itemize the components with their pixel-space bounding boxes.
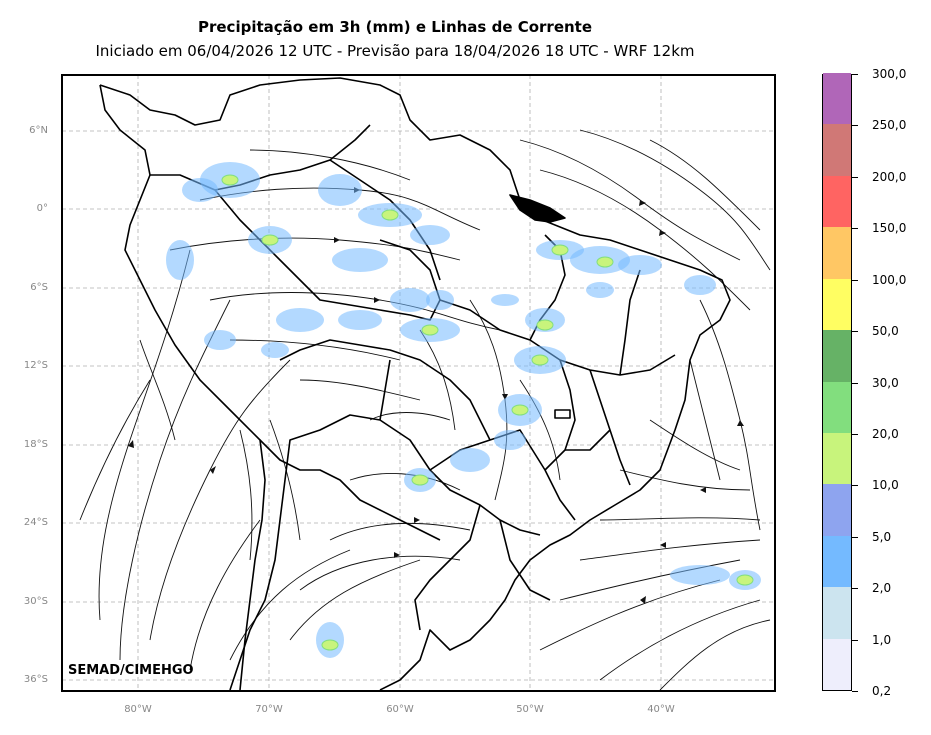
colorbar-level-label: 10,0: [872, 478, 899, 493]
coastlines-and-borders: [99, 77, 731, 691]
colorbar-segment: [823, 586, 851, 639]
colorbar-tick: [852, 125, 858, 127]
precipitation-field: [166, 162, 761, 658]
colorbar-level-label: 100,0: [872, 272, 907, 287]
lon-label-80w: 80°W: [124, 704, 152, 715]
precip-patch: [494, 430, 526, 450]
colorbar-level-label: 300,0: [872, 67, 907, 81]
lat-label-12s: 12°S: [23, 360, 48, 371]
colorbar-tick: [852, 433, 858, 435]
precip-patch: [491, 294, 519, 306]
precip-core: [511, 404, 529, 416]
colorbar-level-label: 200,0: [872, 169, 907, 184]
precip-core: [321, 639, 339, 651]
colorbar-tick: [852, 691, 858, 692]
map-title: Precipitação em 3h (mm) e Linhas de Corr…: [197, 18, 593, 36]
colorbar-level-label: 50,0: [872, 324, 899, 339]
precip-patch: [684, 275, 716, 295]
colorbar-level-label: 250,0: [872, 118, 907, 133]
colorbar-level-label: 1,0: [872, 632, 892, 647]
lon-label-50w: 50°W: [516, 704, 544, 715]
graticule: [62, 75, 775, 691]
streamline-arrows: [128, 187, 744, 604]
precip-patch: [618, 255, 662, 275]
precip-core: [411, 474, 429, 486]
colorbar-segment: [823, 329, 851, 382]
lat-label-6n: 6°N: [29, 125, 48, 136]
precip-patch: [318, 174, 362, 206]
colorbar-tick: [852, 331, 858, 333]
precip-patch: [204, 330, 236, 350]
precip-core: [221, 174, 239, 186]
precip-core: [261, 234, 279, 246]
colorbar-tick: [852, 279, 858, 281]
precip-patch: [261, 342, 289, 358]
colorbar-segment: [823, 72, 851, 125]
colorbar-level-label: 2,0: [872, 581, 892, 596]
precip-core: [381, 209, 399, 221]
precip-core: [596, 256, 614, 268]
colorbar-segment: [823, 483, 851, 536]
lon-label-70w: 70°W: [255, 704, 283, 715]
colorbar-segment: [823, 278, 851, 331]
colorbar-tick: [852, 74, 858, 75]
precip-patch: [166, 240, 194, 280]
colorbar-level-label: 30,0: [872, 375, 899, 390]
colorbar-tick: [852, 382, 858, 384]
map-frame: [61, 74, 776, 692]
lat-label-24s: 24°S: [23, 517, 48, 528]
credit-label: SEMAD/CIMEHGO: [68, 663, 194, 678]
precip-patch: [182, 178, 218, 202]
colorbar: [822, 72, 852, 691]
precip-patch: [426, 290, 454, 310]
colorbar-tick: [852, 536, 858, 538]
colorbar-level-label: 0,2: [872, 684, 892, 698]
colorbar-segment: [823, 432, 851, 485]
colorbar-level-label: 5,0: [872, 529, 892, 544]
precip-patch: [586, 282, 614, 298]
lat-label-36s: 36°S: [23, 674, 48, 685]
precip-core: [531, 354, 549, 366]
lon-label-60w: 60°W: [386, 704, 414, 715]
precip-patch: [332, 248, 388, 272]
colorbar-segment: [823, 535, 851, 588]
precip-patch: [450, 448, 490, 472]
colorbar-level-label: 20,0: [872, 426, 899, 441]
colorbar-segment: [823, 638, 851, 690]
precip-patch: [670, 565, 730, 585]
colorbar-tick: [852, 588, 858, 590]
precip-core: [421, 324, 439, 336]
lat-label-18s: 18°S: [23, 439, 48, 450]
precip-patch: [390, 288, 430, 312]
precip-core: [536, 319, 554, 331]
colorbar-tick: [852, 176, 858, 178]
precip-patch: [410, 225, 450, 245]
colorbar-segment: [823, 381, 851, 433]
lat-label-0: 0°: [36, 203, 48, 214]
lat-label-6s: 6°S: [30, 282, 48, 293]
colorbar-segment: [823, 175, 851, 228]
colorbar-segment: [823, 226, 851, 279]
colorbar-level-label: 150,0: [872, 221, 907, 236]
precip-core: [551, 244, 569, 256]
precip-patch: [276, 308, 324, 332]
streamlines: [79, 129, 771, 691]
colorbar-tick: [852, 639, 858, 641]
colorbar-segment: [823, 123, 851, 176]
colorbar-tick: [852, 485, 858, 487]
lon-label-40w: 40°W: [647, 704, 675, 715]
precip-patch: [338, 310, 382, 330]
precip-core: [736, 574, 754, 586]
map-subtitle: Iniciado em 06/04/2026 12 UTC - Previsão…: [95, 42, 695, 60]
colorbar-tick: [852, 228, 858, 230]
lat-label-30s: 30°S: [23, 596, 48, 607]
